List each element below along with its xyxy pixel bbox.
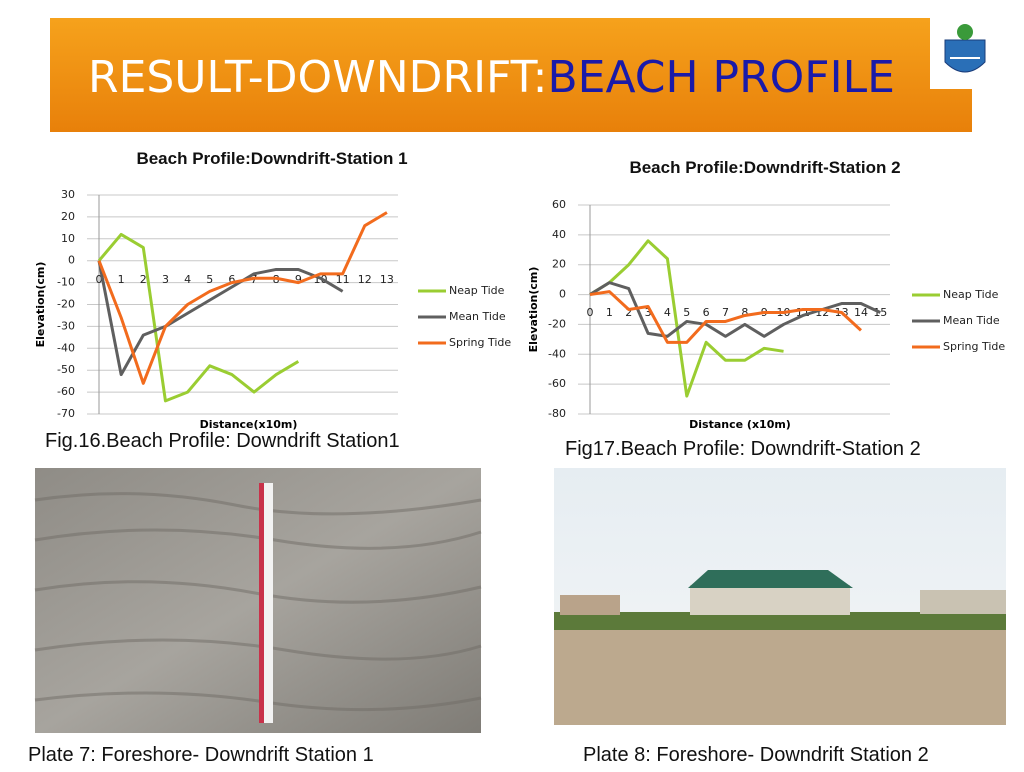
chart-title: Beach Profile:Downdrift-Station 1 [136, 149, 407, 168]
plate-caption: Plate 7: Foreshore- Downdrift Station 1 [28, 744, 374, 766]
y-tick-label: 60 [552, 198, 566, 211]
plate-photo [34, 468, 482, 733]
x-tick-label: 2 [625, 306, 632, 319]
chart-title: Beach Profile:Downdrift-Station 2 [629, 158, 900, 177]
y-tick-label: 20 [61, 210, 75, 223]
x-tick-label: 0 [96, 273, 103, 286]
data-line [97, 260, 344, 377]
x-tick-label: 1 [118, 273, 125, 286]
x-tick-label: 13 [380, 273, 394, 286]
y-axis-label: Elevation(cm) [527, 267, 540, 353]
legend-label: Neap Tide [449, 284, 505, 297]
x-tick-label: 6 [228, 273, 235, 286]
y-tick-label: 40 [552, 228, 566, 241]
legend-label: Neap Tide [943, 288, 999, 301]
data-line [589, 239, 784, 398]
x-tick-label: 5 [206, 273, 213, 286]
data-line [97, 211, 388, 385]
legend-label: Spring Tide [449, 336, 511, 349]
x-axis-label: Distance(x10m) [200, 418, 298, 431]
x-tick-label: 3 [645, 306, 652, 319]
x-tick-label: 12 [358, 273, 372, 286]
x-tick-label: 9 [295, 273, 302, 286]
legend-label: Spring Tide [943, 340, 1005, 353]
data-line [97, 232, 300, 403]
y-tick-label: 30 [61, 188, 75, 201]
title-part: BEACH PROFILE [547, 52, 894, 103]
y-tick-label: -70 [57, 407, 75, 420]
x-tick-label: 5 [683, 306, 690, 319]
y-tick-label: -10 [57, 276, 75, 289]
x-tick-label: 14 [854, 306, 868, 319]
y-tick-label: 0 [68, 254, 75, 267]
y-tick-label: -60 [548, 377, 566, 390]
legend-label: Mean Tide [449, 310, 506, 323]
x-tick-label: 11 [336, 273, 350, 286]
x-tick-label: 6 [703, 306, 710, 319]
y-tick-label: -30 [57, 319, 75, 332]
x-tick-label: 2 [140, 273, 147, 286]
x-tick-label: 4 [184, 273, 191, 286]
x-tick-label: 7 [722, 306, 729, 319]
y-tick-label: -40 [57, 341, 75, 354]
y-tick-label: 0 [559, 288, 566, 301]
title-banner [50, 18, 972, 132]
y-tick-label: 20 [552, 258, 566, 271]
x-tick-label: 4 [664, 306, 671, 319]
y-tick-label: -50 [57, 363, 75, 376]
x-tick-label: 15 [873, 306, 887, 319]
x-axis-label: Distance (x10m) [689, 418, 791, 431]
y-tick-label: -20 [57, 298, 75, 311]
y-axis-label: Elevation(cm) [34, 262, 47, 348]
x-tick-label: 8 [741, 306, 748, 319]
y-tick-label: -40 [548, 347, 566, 360]
y-tick-label: 10 [61, 232, 75, 245]
figure-caption: Fig.16.Beach Profile: Downdrift Station1 [45, 430, 400, 452]
plate-caption: Plate 8: Foreshore- Downdrift Station 2 [583, 744, 929, 766]
x-tick-label: 0 [587, 306, 594, 319]
logo [930, 17, 1000, 89]
plate-photo [554, 468, 1006, 725]
figure-caption: Fig17.Beach Profile: Downdrift-Station 2 [565, 438, 921, 460]
data-line [589, 281, 881, 338]
legend-label: Mean Tide [943, 314, 1000, 327]
y-tick-label: -20 [548, 317, 566, 330]
x-tick-label: 3 [162, 273, 169, 286]
title-part: RESULT-DOWNDRIFT: [88, 52, 547, 103]
y-tick-label: -60 [57, 385, 75, 398]
x-tick-label: 1 [606, 306, 613, 319]
y-tick-label: -80 [548, 407, 566, 420]
slide-title: RESULT-DOWNDRIFT:BEACH PROFILE [88, 52, 895, 103]
data-line [589, 290, 862, 344]
